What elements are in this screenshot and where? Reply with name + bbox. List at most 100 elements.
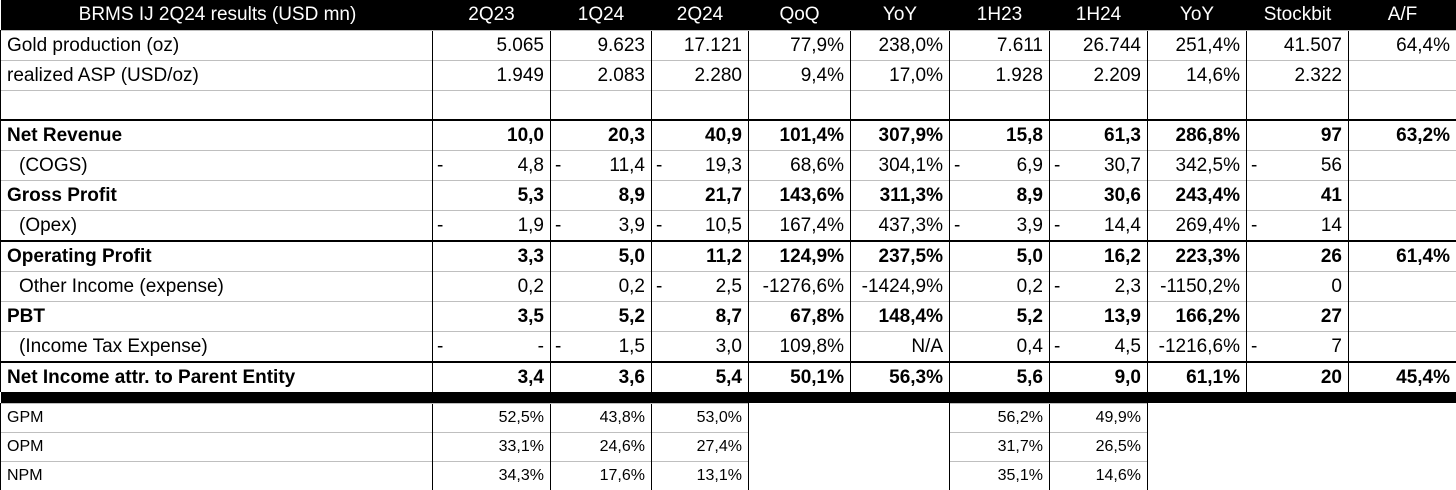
row-value-cell: 2.322 <box>1247 61 1349 91</box>
cell-value: 8,7 <box>716 306 742 327</box>
ratio-value: 53,0% <box>652 404 749 433</box>
empty-cell <box>1148 404 1247 433</box>
ratio-value: 17,6% <box>551 462 652 490</box>
ratio-value: 49,9% <box>1050 404 1148 433</box>
ratio-label: GPM <box>1 404 433 433</box>
row-value-cell: 342,5% <box>1148 150 1247 180</box>
row-value-cell: 5,2 <box>950 301 1050 331</box>
cell-value: 68,6% <box>790 155 844 176</box>
negative-sign: - <box>1054 272 1060 301</box>
row-value-cell <box>1148 91 1247 120</box>
cell-value: 61,3 <box>1104 125 1141 146</box>
row-value-cell: 2.083 <box>551 61 652 91</box>
col-header-yoy-half: YoY <box>1148 0 1247 31</box>
cell-value: 148,4% <box>879 306 943 327</box>
row-value-cell <box>950 91 1050 120</box>
row-value-cell: 3,5 <box>433 301 551 331</box>
negative-sign: - <box>437 332 443 361</box>
cell-value: 237,5% <box>879 246 943 267</box>
col-header-af: A/F <box>1349 0 1456 31</box>
cell-value: 2.083 <box>597 65 645 86</box>
cell-value: 63,2% <box>1396 125 1450 146</box>
row-value-cell: 166,2% <box>1148 301 1247 331</box>
section-separator <box>1 392 1456 404</box>
row-value-cell <box>851 91 950 120</box>
row-value-cell: 3,4 <box>433 362 551 392</box>
cell-value: 10,5 <box>705 215 742 236</box>
ratio-label: OPM <box>1 433 433 462</box>
row-value-cell <box>1349 150 1456 180</box>
cell-value: 1.949 <box>496 65 544 86</box>
cell-value: 124,9% <box>780 246 844 267</box>
cell-value: 3,9 <box>619 215 645 236</box>
cell-value: 143,6% <box>780 185 844 206</box>
ratio-value: 33,1% <box>433 433 551 462</box>
row-value-cell: -4,8 <box>433 150 551 180</box>
negative-sign: - <box>1251 211 1257 240</box>
row-value-cell: -7 <box>1247 331 1349 362</box>
cell-value: 16,2 <box>1104 246 1141 267</box>
cell-value: 311,3% <box>880 185 943 206</box>
cell-value: 2.280 <box>694 65 742 86</box>
ratio-value: 56,2% <box>950 404 1050 433</box>
row-value-cell: -30,7 <box>1050 150 1148 180</box>
cell-value: 21,7 <box>705 185 742 206</box>
row-value-cell: 61,4% <box>1349 241 1456 272</box>
cell-value: -1150,2% <box>1160 276 1240 297</box>
ratio-value: 13,1% <box>652 462 749 490</box>
cell-value: 101,4% <box>780 125 844 146</box>
row-value-cell: 5,4 <box>652 362 749 392</box>
negative-sign: - <box>1054 332 1060 361</box>
cell-value: 2,5 <box>716 276 742 297</box>
empty-cell <box>1349 404 1456 433</box>
cell-value: -1424,9% <box>862 276 943 297</box>
row-value-cell: -4,5 <box>1050 331 1148 362</box>
row-value-cell: 143,6% <box>749 180 851 210</box>
ratio-label: NPM <box>1 462 433 490</box>
row-value-cell: 77,9% <box>749 31 851 61</box>
row-value-cell: 11,2 <box>652 241 749 272</box>
cell-value: 56 <box>1321 155 1342 176</box>
row-value-cell: 437,3% <box>851 210 950 241</box>
empty-cell <box>1349 433 1456 462</box>
row-value-cell: 2.209 <box>1050 61 1148 91</box>
row-value-cell: 9,0 <box>1050 362 1148 392</box>
row-value-cell: 223,3% <box>1148 241 1247 272</box>
row-value-cell: 3,0 <box>652 331 749 362</box>
cell-value: 5,4 <box>716 367 742 388</box>
cell-value: 5,6 <box>1017 367 1043 388</box>
row-value-cell: 30,6 <box>1050 180 1148 210</box>
col-header-qoq: QoQ <box>749 0 851 31</box>
row-value-cell: 15,8 <box>950 120 1050 151</box>
negative-sign: - <box>555 211 561 240</box>
empty-cell <box>1349 462 1456 490</box>
row-value-cell: 97 <box>1247 120 1349 151</box>
row-value-cell: 61,1% <box>1148 362 1247 392</box>
cell-value: 307,9% <box>879 125 943 146</box>
cell-value: 243,4% <box>1176 185 1240 206</box>
cell-value: 4,8 <box>518 155 544 176</box>
cell-value: 0,2 <box>1017 276 1043 297</box>
empty-cell <box>851 433 950 462</box>
row-label: Operating Profit <box>1 241 433 272</box>
row-value-cell: 0,2 <box>433 271 551 301</box>
row-value-cell: -2,3 <box>1050 271 1148 301</box>
cell-value: 3,4 <box>518 367 544 388</box>
col-header-yoy-quarter: YoY <box>851 0 950 31</box>
cell-value: -1216,6% <box>1159 336 1240 357</box>
row-value-cell: -14,4 <box>1050 210 1148 241</box>
cell-value: 61,1% <box>1186 367 1240 388</box>
table-title: BRMS IJ 2Q24 results (USD mn) <box>1 0 433 31</box>
ratio-value: 43,8% <box>551 404 652 433</box>
row-value-cell: 13,9 <box>1050 301 1148 331</box>
row-value-cell: 17,0% <box>851 61 950 91</box>
empty-cell <box>1247 462 1349 490</box>
empty-cell <box>1247 433 1349 462</box>
col-header-2q23: 2Q23 <box>433 0 551 31</box>
table-row <box>1 91 1456 120</box>
